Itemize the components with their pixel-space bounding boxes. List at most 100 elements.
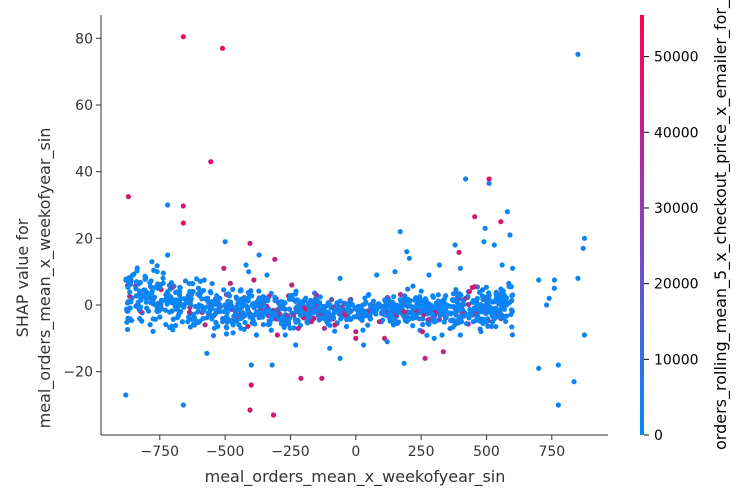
- scatter-point: [209, 280, 215, 287]
- scatter-point: [151, 301, 157, 307]
- colorbar-tick-label: 30000: [654, 201, 699, 217]
- scatter-point: [293, 342, 299, 348]
- scatter-point: [462, 176, 469, 182]
- scatter-point: [133, 286, 139, 292]
- scatter-point: [282, 332, 288, 338]
- scatter-point: [491, 242, 497, 248]
- y-tick-label: 20: [75, 231, 93, 247]
- scatter-point: [319, 375, 325, 381]
- scatter-point: [239, 304, 245, 311]
- scatter-point: [272, 256, 278, 262]
- scatter-point: [484, 316, 491, 322]
- scatter-point: [185, 319, 191, 325]
- scatter-point: [212, 311, 219, 317]
- scatter-point: [179, 319, 185, 325]
- scatter-point: [337, 298, 343, 304]
- scatter-point: [158, 302, 164, 308]
- scatter-point: [498, 219, 504, 225]
- scatter-point: [360, 327, 366, 333]
- scatter-point: [166, 292, 172, 298]
- scatter-point: [498, 293, 504, 300]
- scatter-point: [460, 313, 466, 319]
- scatter-point: [362, 295, 368, 301]
- scatter-point: [127, 289, 133, 295]
- scatter-point: [406, 255, 412, 261]
- scatter-point: [483, 284, 489, 290]
- scatter-point: [327, 316, 333, 323]
- scatter-point: [220, 315, 226, 322]
- scatter-point: [176, 297, 183, 303]
- scatter-point: [177, 285, 183, 291]
- colorbar: [640, 15, 644, 435]
- scatter-point: [347, 298, 353, 305]
- y-axis-label-line2: meal_orders_mean_x_weekofyear_sin: [35, 128, 55, 429]
- scatter-point: [418, 288, 424, 294]
- scatter-point: [143, 295, 149, 302]
- scatter-point: [482, 225, 488, 231]
- x-tick-label: 750: [538, 444, 565, 460]
- scatter-point: [180, 34, 186, 40]
- scatter-point: [223, 331, 230, 337]
- scatter-point: [502, 297, 508, 303]
- scatter-point: [303, 295, 309, 301]
- scatter-point: [250, 302, 256, 309]
- scatter-point: [219, 45, 226, 51]
- scatter-point: [155, 281, 161, 287]
- scatter-point: [277, 305, 283, 311]
- scatter-point: [160, 298, 166, 304]
- scatter-point: [287, 293, 294, 299]
- scatter-point: [226, 293, 233, 299]
- scatter-point: [287, 325, 293, 331]
- scatter-point: [267, 320, 273, 326]
- scatter-point: [353, 329, 359, 335]
- scatter-point: [451, 303, 457, 310]
- scatter-point: [372, 305, 378, 311]
- scatter-point: [282, 300, 288, 306]
- scatter-point: [328, 296, 335, 303]
- scatter-point: [371, 309, 377, 315]
- scatter-point: [417, 294, 423, 300]
- scatter-point: [142, 287, 148, 293]
- scatter-point: [391, 294, 397, 300]
- scatter-point: [397, 229, 403, 235]
- scatter-point: [410, 323, 416, 329]
- scatter-point: [150, 316, 156, 322]
- x-tick-label: 250: [408, 444, 435, 460]
- scatter-point: [230, 319, 236, 325]
- scatter-point: [228, 304, 234, 310]
- scatter-point: [401, 360, 407, 366]
- scatter-point: [580, 245, 586, 251]
- scatter-point: [202, 322, 208, 328]
- scatter-point: [271, 309, 278, 315]
- scatter-point: [353, 335, 359, 341]
- y-axis-label: SHAP value for: [13, 218, 32, 337]
- scatter-point: [332, 322, 338, 328]
- x-tick-label: 500: [473, 444, 500, 460]
- scatter-point: [264, 272, 270, 278]
- scatter-point: [365, 292, 372, 298]
- scatter-point: [258, 304, 264, 310]
- scatter-point: [476, 289, 483, 295]
- scatter-point: [147, 284, 154, 290]
- scatter-point: [416, 316, 422, 322]
- scatter-point: [284, 313, 290, 319]
- x-axis-label: meal_orders_mean_x_weekofyear_sin: [205, 467, 506, 487]
- scatter-point: [404, 303, 411, 309]
- scatter-point: [249, 320, 255, 326]
- scatter-point: [308, 319, 314, 325]
- scatter-point: [147, 280, 153, 286]
- scatter-point: [164, 301, 170, 307]
- scatter-point: [135, 304, 142, 310]
- scatter-point: [210, 332, 217, 339]
- scatter-point: [124, 319, 130, 325]
- scatter-point: [124, 300, 131, 306]
- scatter-point: [299, 311, 306, 318]
- scatter-point: [160, 275, 166, 281]
- scatter-point: [325, 300, 331, 306]
- scatter-point: [481, 239, 487, 245]
- scatter-point: [394, 320, 400, 326]
- scatter-point: [221, 265, 227, 271]
- scatter-point: [441, 296, 447, 302]
- scatter-point: [483, 302, 490, 308]
- scatter-point: [581, 332, 588, 338]
